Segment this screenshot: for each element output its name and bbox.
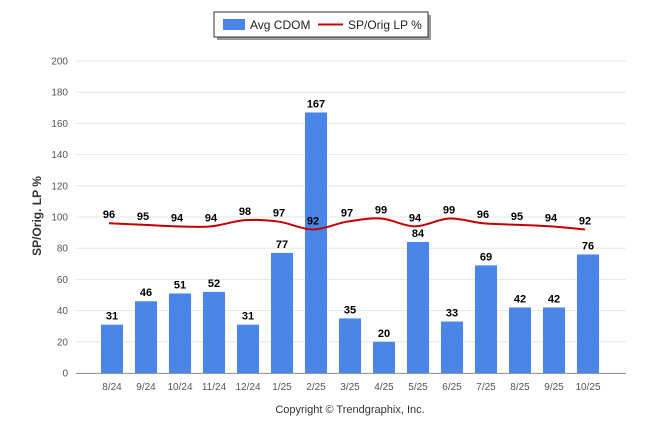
line-value-label: 98 <box>239 206 251 218</box>
line-value-label: 99 <box>443 205 455 217</box>
bar-value-label: 42 <box>514 293 526 305</box>
x-tick-label: 8/25 <box>510 382 530 393</box>
y-axis-label: SP/Orig. LP % <box>30 176 44 256</box>
y-tick-label: 80 <box>57 244 69 255</box>
bar-10/25 <box>577 254 599 373</box>
x-tick-label: 5/25 <box>408 382 428 393</box>
bar-10/24 <box>169 293 191 373</box>
line-value-label: 94 <box>409 212 422 224</box>
y-tick-label: 0 <box>62 369 68 380</box>
line-value-label: 95 <box>137 211 149 223</box>
bar-2/25 <box>305 112 327 373</box>
y-tick-label: 100 <box>51 213 68 224</box>
x-tick-label: 6/25 <box>442 382 462 393</box>
y-tick-label: 60 <box>57 275 69 286</box>
line-value-label: 95 <box>511 211 523 223</box>
bar-series <box>101 112 599 373</box>
line-value-label: 97 <box>273 208 285 220</box>
y-tick-label: 20 <box>57 337 69 348</box>
data-labels: 31 46 51 52 31 77 167 35 20 84 33 69 42 42 76 96 95 94 94 9… <box>103 98 594 339</box>
x-tick-label: 12/24 <box>235 382 260 393</box>
line-value-label: 92 <box>579 215 591 227</box>
y-tick-label: 180 <box>51 88 68 99</box>
x-tick-label: 9/25 <box>544 382 564 393</box>
line-value-label: 94 <box>171 212 184 224</box>
y-tick-label: 40 <box>57 306 69 317</box>
bar-4/25 <box>373 341 395 373</box>
y-tick-label: 140 <box>51 150 68 161</box>
bar-value-label: 76 <box>582 240 594 252</box>
bar-value-label: 51 <box>174 279 186 291</box>
legend-bar-swatch <box>223 19 245 30</box>
x-tick-label: 8/24 <box>102 382 122 393</box>
x-tick-label: 9/24 <box>136 382 156 393</box>
bar-value-label: 84 <box>412 228 425 240</box>
line-value-label: 96 <box>103 209 115 221</box>
bar-value-label: 167 <box>307 98 325 110</box>
x-tick-label: 7/25 <box>476 382 496 393</box>
x-tick-label: 11/24 <box>202 382 227 393</box>
line-value-label: 96 <box>477 209 489 221</box>
bar-5/25 <box>407 241 429 373</box>
line-value-label: 97 <box>341 208 353 220</box>
bar-6/25 <box>441 321 463 373</box>
y-tick-label: 160 <box>51 119 68 130</box>
legend-label-avg-cdom: Avg CDOM <box>250 18 310 32</box>
bar-value-label: 20 <box>378 328 390 340</box>
x-axis-ticks: 8/24 9/24 10/24 11/24 12/24 1/25 2/25 3/25 4/25 5… <box>102 382 601 393</box>
x-tick-label: 2/25 <box>306 382 326 393</box>
bar-8/24 <box>101 324 123 373</box>
line-value-label: 92 <box>307 215 319 227</box>
bar-value-label: 77 <box>276 239 288 251</box>
bar-value-label: 33 <box>446 308 458 320</box>
y-tick-label: 200 <box>51 57 68 68</box>
sp-orig-lp-line <box>108 217 586 231</box>
x-tick-label: 3/25 <box>340 382 360 393</box>
bar-9/24 <box>135 301 157 373</box>
legend: Avg CDOM SP/Orig LP % <box>213 11 431 40</box>
line-value-label: 99 <box>375 205 387 217</box>
x-tick-label: 1/25 <box>272 382 292 393</box>
line-value-label: 94 <box>205 212 218 224</box>
bar-value-label: 52 <box>208 278 220 290</box>
bar-9/25 <box>543 307 565 373</box>
bar-value-label: 35 <box>344 304 356 316</box>
bar-value-label: 46 <box>140 287 152 299</box>
bar-value-label: 31 <box>106 311 118 323</box>
bar-8/25 <box>509 307 531 373</box>
bar-12/24 <box>237 324 259 373</box>
y-tick-label: 120 <box>51 181 68 192</box>
legend-label-sp-orig-lp: SP/Orig LP % <box>348 18 422 32</box>
x-tick-label: 10/24 <box>167 382 192 393</box>
bar-11/24 <box>203 291 225 373</box>
x-tick-label: 4/25 <box>374 382 394 393</box>
bar-value-label: 69 <box>480 251 492 263</box>
line-value-label: 94 <box>545 212 558 224</box>
line-series <box>108 217 586 231</box>
bar-3/25 <box>339 318 361 373</box>
bar-value-label: 42 <box>548 293 560 305</box>
bar-7/25 <box>475 265 497 373</box>
bar-1/25 <box>271 252 293 373</box>
gridlines <box>76 60 626 374</box>
y-axis-ticks: 0 20 40 60 80 100 120 140 160 180 200 <box>51 57 68 380</box>
bar-value-label: 31 <box>242 311 254 323</box>
x-tick-label: 10/25 <box>575 382 600 393</box>
copyright-credit: Copyright © Trendgraphix, Inc. <box>275 404 424 416</box>
